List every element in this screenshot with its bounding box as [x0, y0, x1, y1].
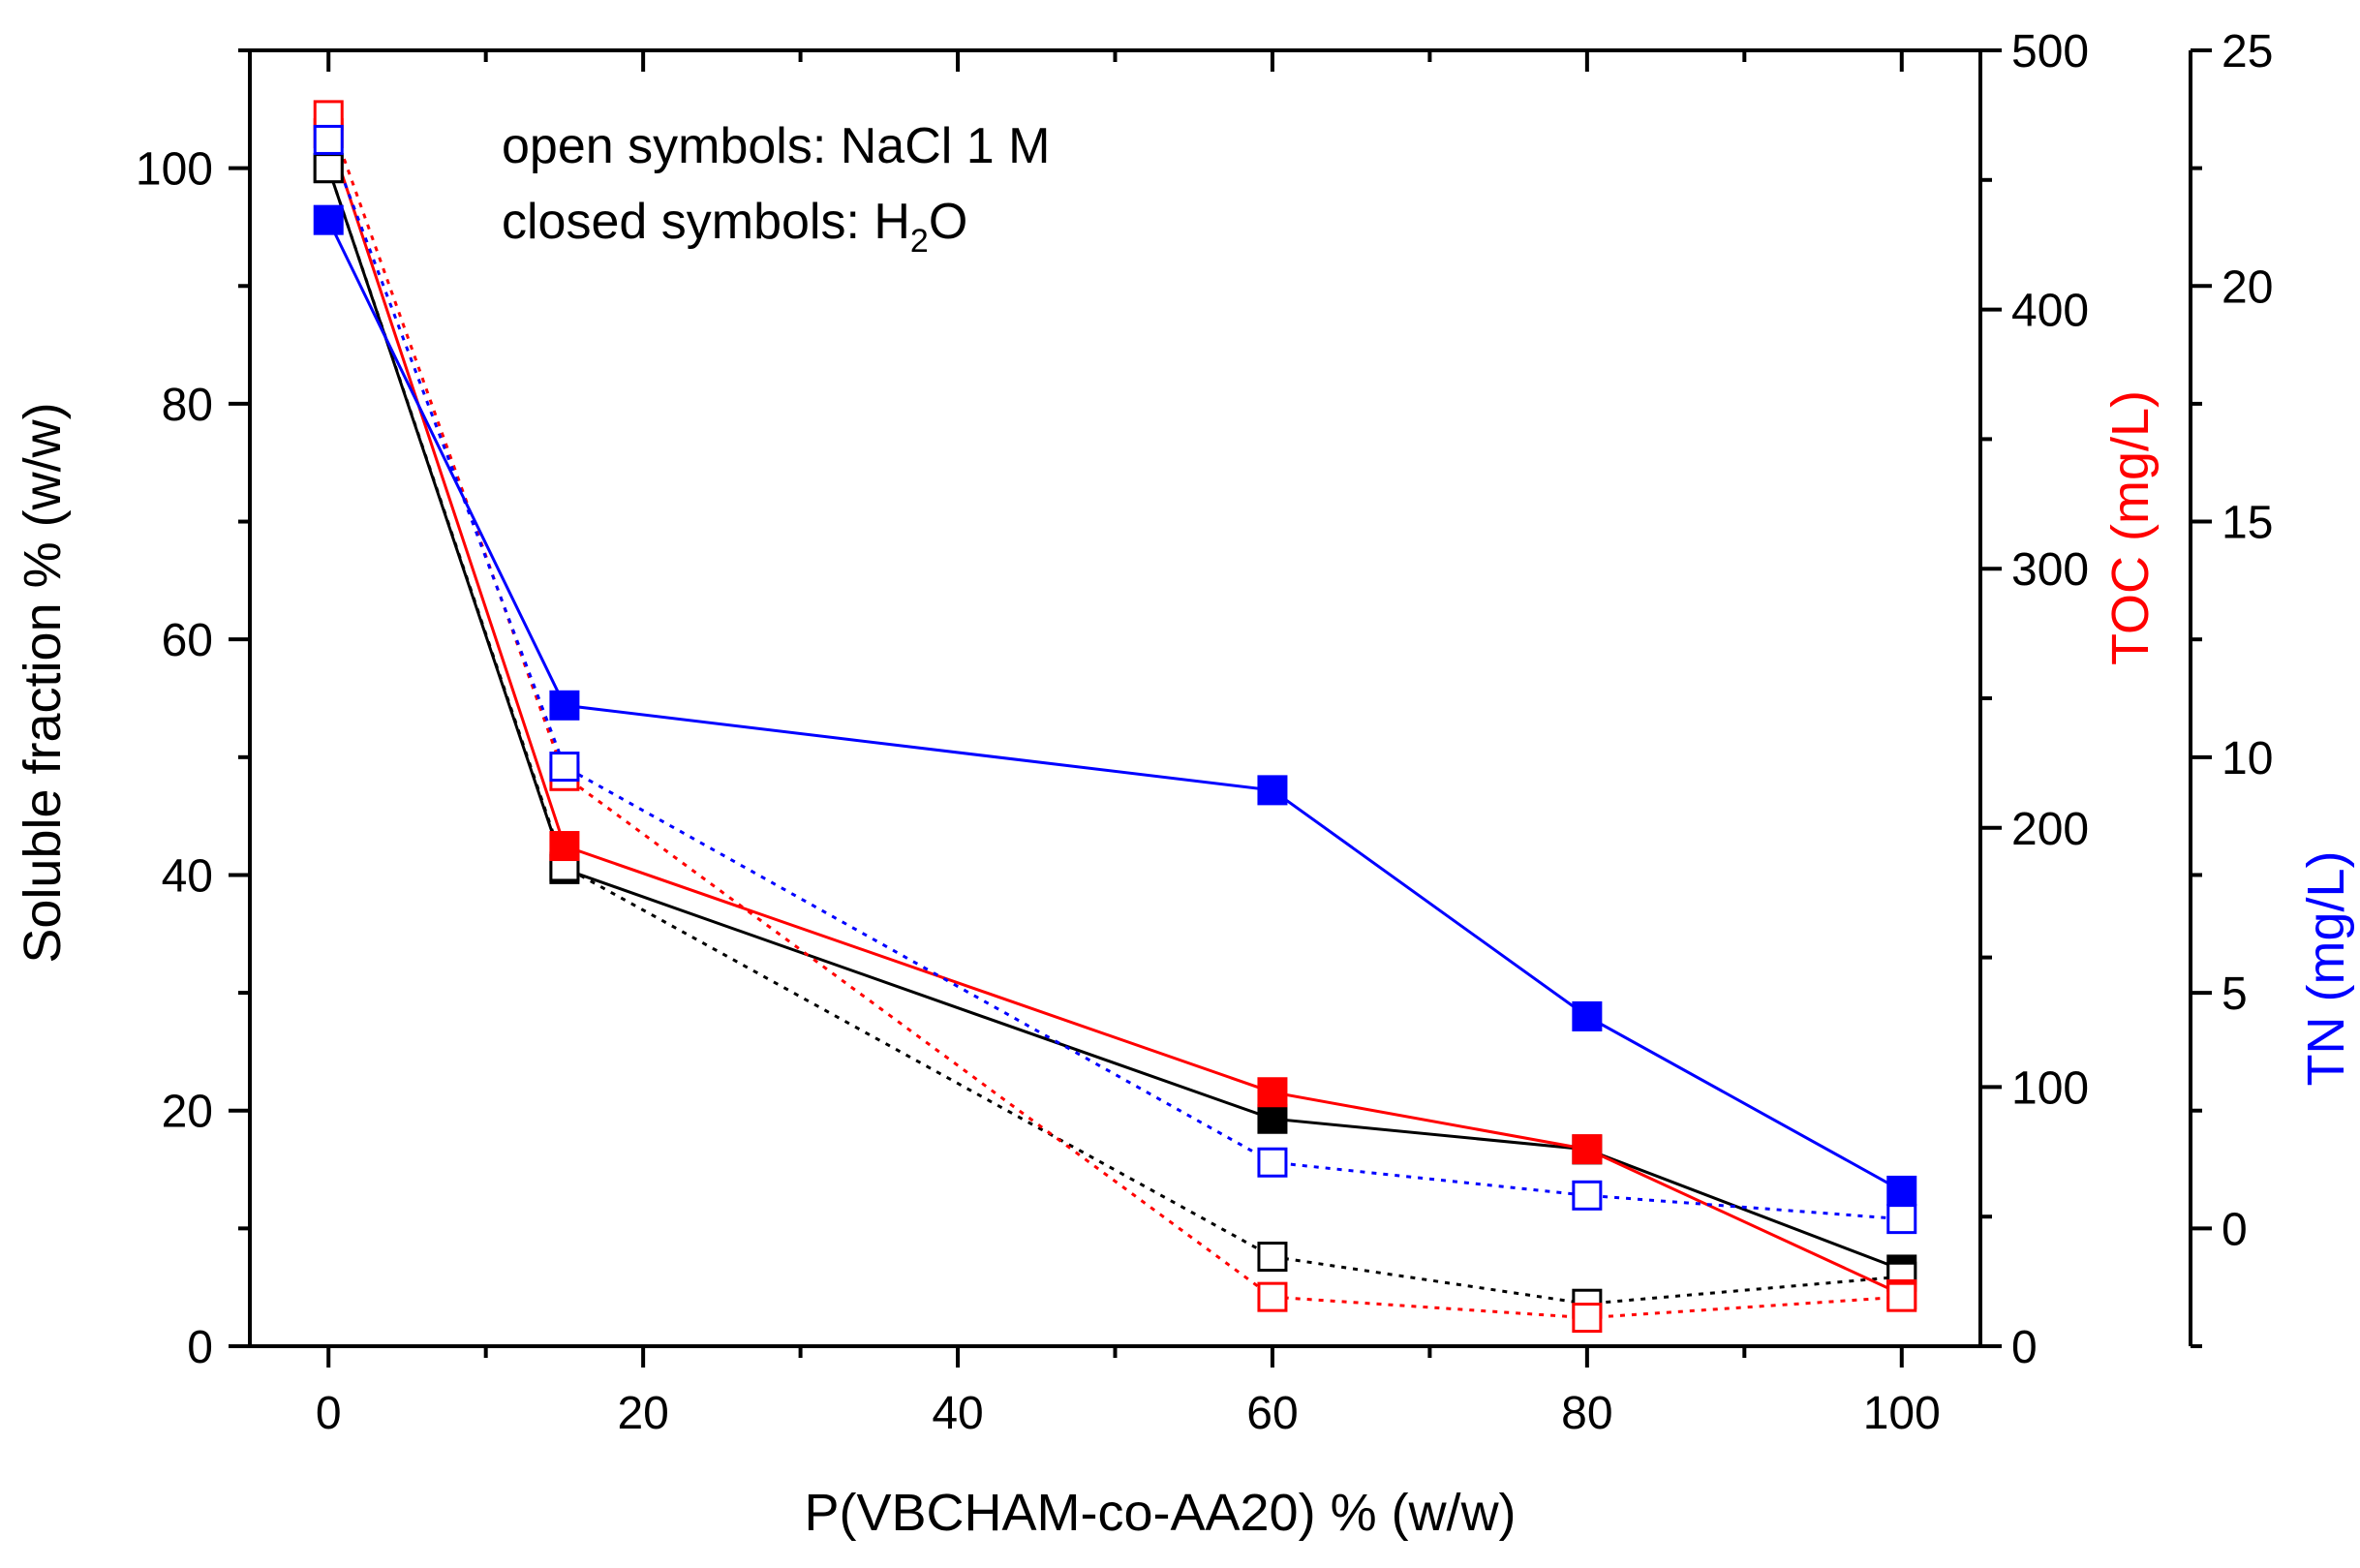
- data-point-marker: [1886, 1175, 1917, 1206]
- tn-tick-label: 10: [2222, 733, 2273, 784]
- y-tick-label: 20: [162, 1087, 213, 1138]
- annotation-closed-symbols: closed symbols: H2O: [502, 194, 967, 260]
- y-tick-label: 80: [162, 380, 213, 431]
- annotation-closed-subscript: 2: [910, 223, 929, 260]
- series-line-5: [326, 138, 1902, 1221]
- data-point-marker: [549, 690, 580, 721]
- y-axis-label: Soluble fraction % (w/w): [14, 402, 72, 963]
- data-point-marker: [1572, 1180, 1603, 1211]
- data-point-marker: [313, 204, 344, 235]
- x-tick-label: 100: [1863, 1388, 1941, 1439]
- y-axis-left: 0 20 40 60 80 100: [136, 48, 250, 1373]
- series-markers: [313, 100, 1917, 1334]
- data-point-marker: [313, 153, 344, 184]
- y-tick-label: 100: [136, 144, 213, 196]
- toc-tick-label: 500: [2011, 26, 2089, 77]
- tn-tick-label: 15: [2222, 498, 2273, 549]
- x-tick-label: 0: [316, 1388, 342, 1439]
- toc-tick-label: 100: [2011, 1062, 2089, 1114]
- toc-axis-label: TOC (mg/L): [2101, 390, 2160, 665]
- data-point-marker: [1257, 1242, 1288, 1273]
- annotation-open-symbols: open symbols: NaCl 1 M: [502, 118, 1050, 174]
- x-tick-label: 80: [1561, 1388, 1612, 1439]
- toc-tick-label: 0: [2011, 1322, 2038, 1373]
- data-point-marker: [549, 831, 580, 862]
- y-tick-label: 60: [162, 615, 213, 666]
- data-point-marker: [1257, 1281, 1288, 1312]
- data-point-marker: [1257, 1147, 1288, 1178]
- y-axis-toc: 0 100 200 300 400 500: [1980, 26, 2089, 1373]
- data-point-marker: [1886, 1281, 1917, 1312]
- x-axis-label: P(VBCHAM-co-AA20) % (w/w): [804, 1484, 1516, 1542]
- x-axis: 0 20 40 60 80 100: [316, 50, 1941, 1439]
- data-point-marker: [313, 100, 344, 131]
- tn-tick-label: 25: [2222, 26, 2273, 77]
- data-point-marker: [1572, 1000, 1603, 1031]
- toc-tick-label: 300: [2011, 544, 2089, 596]
- tn-tick-label: 5: [2222, 968, 2248, 1020]
- data-point-marker: [549, 752, 580, 783]
- y-tick-label: 0: [187, 1322, 213, 1373]
- tn-tick-label: 20: [2222, 261, 2273, 313]
- y-tick-label: 40: [162, 850, 213, 902]
- x-tick-label: 20: [617, 1388, 668, 1439]
- data-point-marker: [1257, 1103, 1288, 1134]
- toc-tick-label: 200: [2011, 804, 2089, 855]
- data-point-marker: [1257, 775, 1288, 806]
- toc-tick-label: 400: [2011, 286, 2089, 337]
- annotation-closed-suffix: O: [929, 194, 967, 250]
- x-tick-label: 60: [1246, 1388, 1298, 1439]
- data-point-marker: [1257, 1077, 1288, 1108]
- x-tick-label: 40: [932, 1388, 983, 1439]
- series-line-1: [326, 168, 1902, 1306]
- annotation-closed-prefix: closed symbols: H: [502, 194, 910, 250]
- data-point-marker: [1572, 1303, 1603, 1334]
- tn-tick-label: 0: [2222, 1204, 2248, 1255]
- tn-axis-label: TN (mg/L): [2297, 851, 2355, 1087]
- data-point-marker: [1886, 1204, 1917, 1235]
- data-point-marker: [313, 124, 344, 155]
- data-point-marker: [1572, 1134, 1603, 1165]
- y-axis-tn: 0 5 10 15 20 25: [2191, 26, 2273, 1348]
